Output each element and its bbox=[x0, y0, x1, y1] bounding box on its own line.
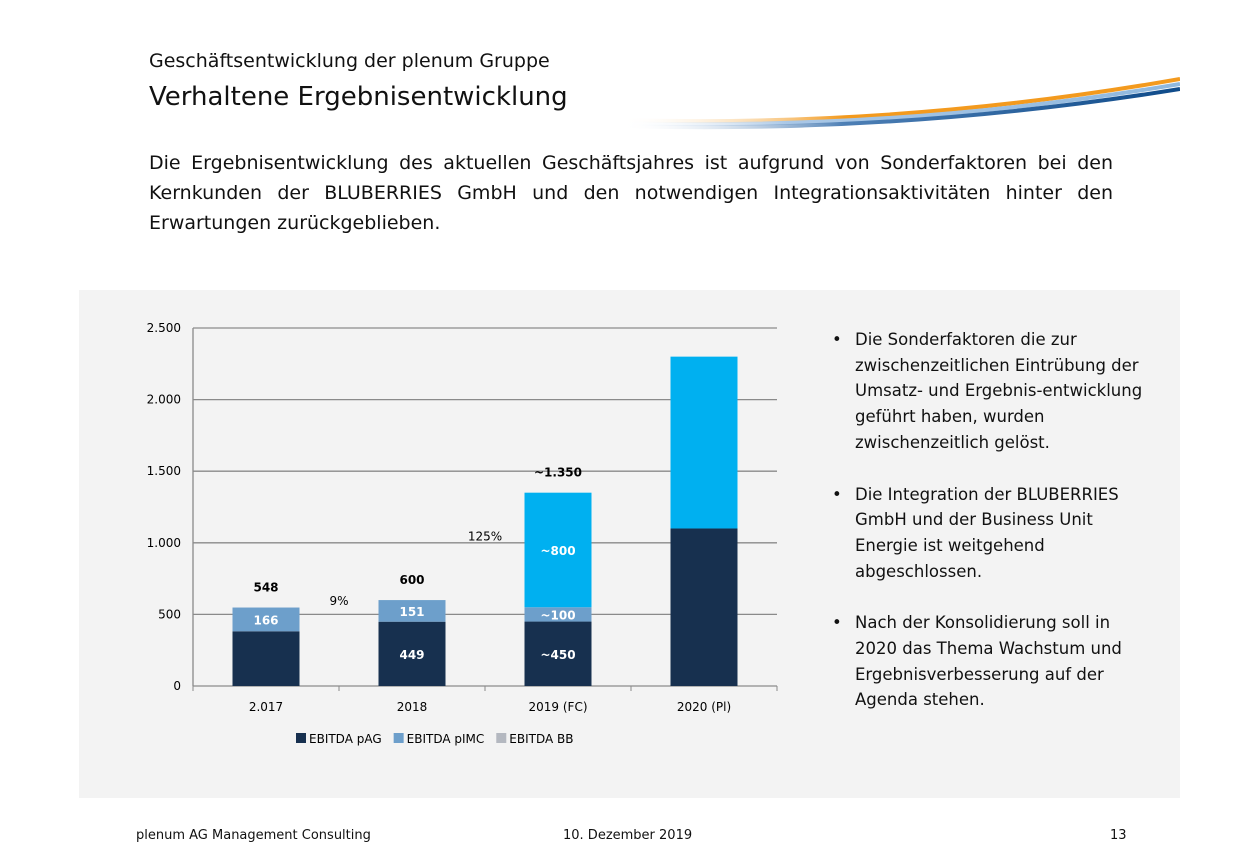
x-tick-label: 2020 (Pl) bbox=[677, 700, 731, 714]
bar-data-label: 449 bbox=[399, 648, 424, 662]
footer-company: plenum AG Management Consulting bbox=[136, 828, 371, 843]
x-tick-label: 2.017 bbox=[249, 700, 283, 714]
ebitda-chart: 0 500 1.000 1.500 2.000 2.500 166 548 2.017 449 15… bbox=[147, 321, 778, 746]
y-tick-label: 1.000 bbox=[147, 536, 181, 550]
legend-label: EBITDA pAG bbox=[309, 732, 382, 746]
footer-date: 10. Dezember 2019 bbox=[563, 828, 693, 843]
bar-segment bbox=[232, 607, 300, 632]
legend-swatch bbox=[496, 733, 507, 743]
legend-swatch bbox=[296, 733, 306, 743]
legend-swatch bbox=[393, 733, 404, 743]
x-tick-label: 2019 (FC) bbox=[529, 700, 588, 714]
bar-data-label: 151 bbox=[399, 605, 424, 619]
bar-segment bbox=[524, 492, 592, 608]
y-tick-label: 2.000 bbox=[147, 393, 181, 407]
bar-segment bbox=[524, 621, 592, 686]
footer-page-number: 13 bbox=[1110, 828, 1127, 843]
intro-text: Die Ergebnisentwicklung des aktuellen Ge… bbox=[149, 152, 1113, 234]
bar-data-label: ~450 bbox=[540, 648, 575, 662]
slide-title: Verhaltene Ergebnisentwicklung bbox=[149, 82, 568, 112]
growth-annotation: 125% bbox=[468, 530, 502, 544]
x-tick-label: 2018 bbox=[397, 700, 428, 714]
y-tick-label: 1.500 bbox=[147, 464, 181, 478]
legend-label: EBITDA BB bbox=[509, 732, 573, 746]
bar-segment bbox=[670, 528, 738, 686]
y-tick-label: 500 bbox=[158, 607, 181, 621]
bullet-list: Die Sonderfaktoren die zur zwischenzeitl… bbox=[830, 327, 1150, 739]
bar-segment bbox=[670, 356, 738, 529]
bar-total-label: 548 bbox=[253, 581, 278, 595]
bar-segment bbox=[232, 631, 300, 686]
bar-data-label: ~100 bbox=[540, 608, 575, 622]
bar-segment bbox=[524, 607, 592, 622]
bar-total-label: 600 bbox=[399, 573, 424, 587]
bar-segment bbox=[378, 600, 446, 622]
y-tick-label: 2.500 bbox=[147, 321, 181, 335]
bullet-item: Die Sonderfaktoren die zur zwischenzeitl… bbox=[830, 327, 1150, 456]
growth-annotation: 9% bbox=[329, 594, 348, 608]
bar-total-label: ~1.350 bbox=[534, 466, 582, 480]
legend-label: EBITDA pIMC bbox=[407, 732, 485, 746]
bar-data-label: ~800 bbox=[540, 544, 575, 558]
bar-data-label: 166 bbox=[253, 613, 278, 627]
slide-subtitle: Geschäftsentwicklung der plenum Gruppe bbox=[149, 50, 550, 72]
bullet-item: Nach der Konsolidierung soll in 2020 das… bbox=[830, 610, 1150, 713]
y-tick-label: 0 bbox=[173, 679, 181, 693]
bullet-item: Die Integration der BLUBERRIES GmbH und … bbox=[830, 482, 1150, 585]
brand-swoosh bbox=[619, 77, 1180, 130]
bar-segment bbox=[378, 621, 446, 686]
